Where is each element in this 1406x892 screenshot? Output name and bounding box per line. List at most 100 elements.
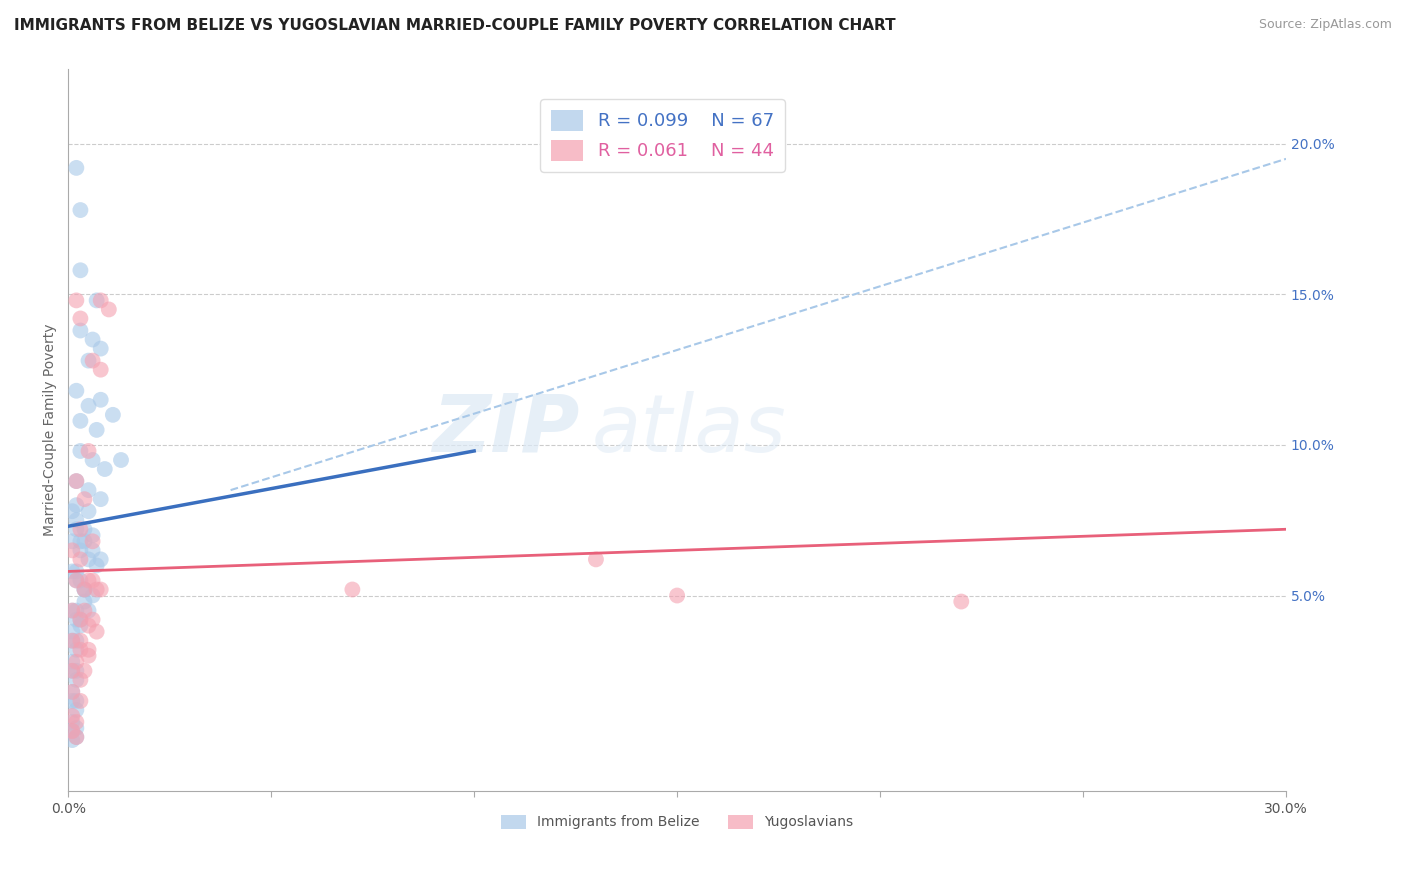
Point [60,685,83,699]
Point [65,513,87,527]
Point [73,522,96,536]
Point [77,483,100,497]
Point [77,574,100,588]
Point [950,594,973,608]
Point [60,709,83,723]
Point [73,582,96,597]
Point [65,633,87,648]
Point [65,664,87,678]
Text: ZIP: ZIP [432,391,579,469]
Point [69,534,91,549]
Point [60,534,83,549]
Point [65,474,87,488]
Point [86,582,108,597]
Point [77,504,100,518]
Point [69,613,91,627]
Point [60,604,83,618]
Point [342,582,364,597]
Point [90,392,112,407]
Point [82,528,104,542]
Point [90,552,112,566]
Point [60,633,83,648]
Point [69,694,91,708]
Point [90,342,112,356]
Point [82,353,104,368]
Point [65,642,87,657]
Point [77,648,100,663]
Point [90,582,112,597]
Point [60,724,83,739]
Point [69,673,91,687]
Point [94,462,117,476]
Point [77,444,100,458]
Point [60,664,83,678]
Point [60,543,83,558]
Point [82,589,104,603]
Point [65,721,87,735]
Point [60,714,83,729]
Point [101,408,124,422]
Point [69,324,91,338]
Point [69,522,91,536]
Point [73,582,96,597]
Point [60,633,83,648]
Point [86,423,108,437]
Point [73,582,96,597]
Point [77,399,100,413]
Point [90,293,112,308]
Point [60,565,83,579]
Point [82,613,104,627]
Point [65,574,87,588]
Point [90,362,112,376]
Point [97,302,120,317]
Point [65,293,87,308]
Point [69,263,91,277]
Point [69,543,91,558]
Y-axis label: Married-Couple Family Poverty: Married-Couple Family Poverty [44,324,58,536]
Point [69,552,91,566]
Point [69,444,91,458]
Point [60,685,83,699]
Point [77,604,100,618]
Point [82,333,104,347]
Point [65,474,87,488]
Point [585,552,607,566]
Point [82,574,104,588]
Point [65,714,87,729]
Point [69,414,91,428]
Point [77,353,100,368]
Point [110,453,132,467]
Point [73,604,96,618]
Point [65,574,87,588]
Point [60,664,83,678]
Point [69,613,91,627]
Point [60,504,83,518]
Point [73,664,96,678]
Point [86,558,108,573]
Point [73,594,96,608]
Point [60,624,83,639]
Point [73,534,96,549]
Point [65,613,87,627]
Point [65,604,87,618]
Point [65,703,87,717]
Point [77,618,100,632]
Point [65,565,87,579]
Point [69,202,91,217]
Point [65,673,87,687]
Point [82,534,104,549]
Point [69,642,91,657]
Point [77,552,100,566]
Point [60,724,83,739]
Text: atlas: atlas [592,391,786,469]
Point [65,730,87,744]
Point [65,655,87,669]
Point [77,642,100,657]
Legend: Immigrants from Belize, Yugoslavians: Immigrants from Belize, Yugoslavians [496,809,859,835]
Point [65,730,87,744]
Point [60,604,83,618]
Point [86,293,108,308]
Point [60,694,83,708]
Text: IMMIGRANTS FROM BELIZE VS YUGOSLAVIAN MARRIED-COUPLE FAMILY POVERTY CORRELATION : IMMIGRANTS FROM BELIZE VS YUGOSLAVIAN MA… [14,18,896,33]
Point [69,618,91,632]
